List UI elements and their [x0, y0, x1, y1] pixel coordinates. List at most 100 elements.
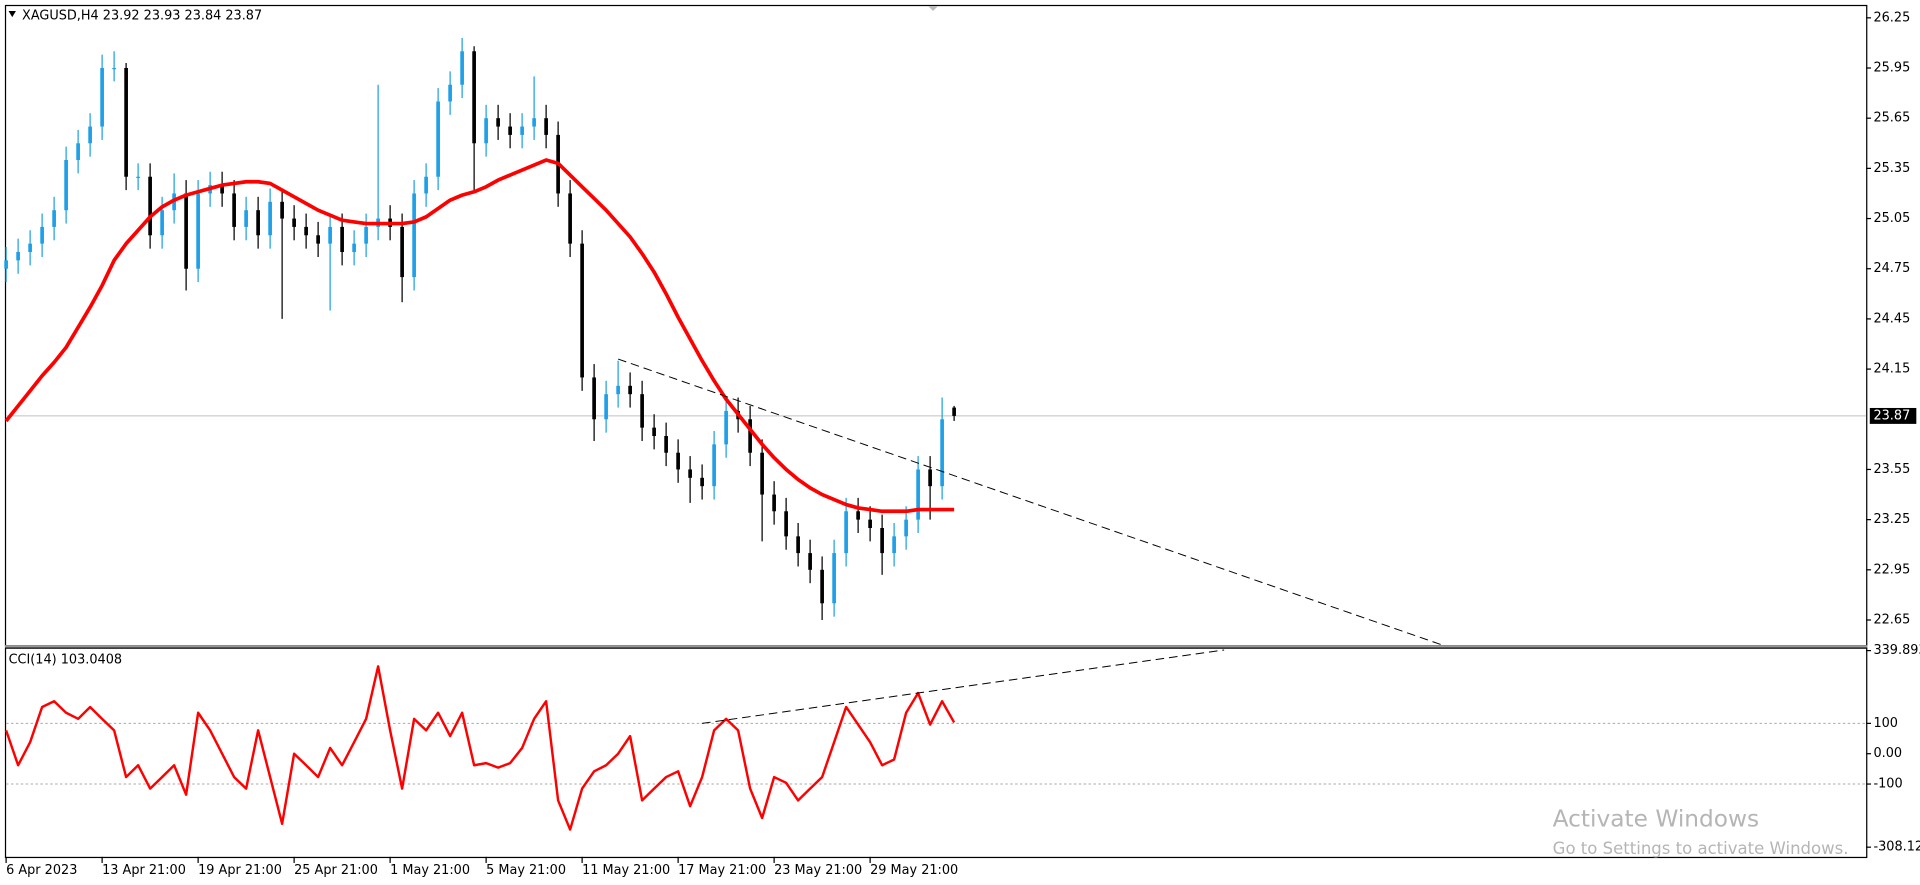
candle-body [916, 469, 920, 520]
candle-body [772, 494, 776, 512]
y-tick-label: 25.05 [1873, 211, 1910, 226]
candle-body [136, 176, 140, 178]
indicator-title: CCI(14) 103.0408 [9, 652, 122, 667]
candle-body [688, 469, 692, 478]
x-tick-label: 5 May 21:00 [486, 863, 566, 878]
candle-body [340, 226, 344, 253]
candle-body [304, 226, 308, 236]
candle-body [808, 553, 812, 570]
candle-body [460, 51, 464, 85]
candle-body [892, 536, 896, 554]
candle-body [268, 201, 272, 236]
candle-body [448, 84, 452, 102]
candle-body [244, 210, 248, 227]
candle-body [700, 477, 704, 487]
candle-body [676, 452, 680, 470]
candle-body [436, 101, 440, 177]
x-tick-label: 11 May 21:00 [582, 863, 670, 878]
candle-body [496, 118, 500, 127]
y-tick-label: 24.75 [1873, 261, 1910, 276]
candle-body [316, 235, 320, 244]
candle-body [592, 377, 596, 420]
candle-body [760, 452, 764, 495]
candle-body [76, 143, 80, 161]
candle-body [832, 553, 836, 604]
candle-body [4, 260, 8, 269]
candle-body [484, 118, 488, 144]
candle-body [844, 511, 848, 554]
candle-body [148, 176, 152, 236]
candle-body [940, 419, 944, 487]
candle-body [256, 210, 260, 236]
candle-body [232, 193, 236, 227]
candle-body [628, 385, 632, 395]
x-tick-label: 13 Apr 21:00 [102, 863, 186, 878]
candle-body [112, 68, 116, 70]
candle-body [904, 519, 908, 537]
shift-marker [928, 6, 938, 12]
y-tick-label: 25.35 [1873, 161, 1910, 176]
candle-body [784, 511, 788, 537]
candle-body [160, 210, 164, 236]
candle-body [280, 201, 284, 219]
last-price-label: 23.87 [1873, 408, 1910, 423]
candle-body [724, 410, 728, 445]
candle-body [40, 226, 44, 244]
x-tick-label: 25 Apr 21:00 [294, 863, 378, 878]
y-tick-label: 100 [1873, 716, 1898, 731]
y-tick-label: 339.893 [1873, 643, 1920, 658]
candle-body [196, 193, 200, 269]
candle-body [472, 51, 476, 144]
x-tick-label: 23 May 21:00 [774, 863, 862, 878]
candle-body [64, 160, 68, 211]
x-tick-label: 6 Apr 2023 [6, 863, 77, 878]
y-tick-label: 24.15 [1873, 362, 1910, 377]
x-tick-label: 1 May 21:00 [390, 863, 470, 878]
candle-body [544, 118, 548, 135]
candle-body [88, 126, 92, 144]
chart-title: XAGUSD,H4 23.92 23.93 23.84 23.87 [22, 8, 262, 23]
y-tick-label: -100 [1873, 777, 1902, 792]
x-tick-label: 17 May 21:00 [678, 863, 766, 878]
candle-body [424, 176, 428, 194]
candle-body [28, 243, 32, 253]
candle-body [796, 536, 800, 554]
candle-body [748, 419, 752, 453]
candle-body [712, 444, 716, 487]
candle-body [640, 394, 644, 428]
candle-body [124, 68, 128, 177]
candle-body [568, 193, 572, 244]
y-tick-label: 23.25 [1873, 512, 1910, 527]
menu-triangle[interactable] [8, 11, 16, 18]
indicator-line [4, 665, 956, 831]
candle-body [292, 218, 296, 227]
y-tick-label: 22.65 [1873, 612, 1910, 627]
y-tick-label: 22.95 [1873, 562, 1910, 577]
candle-body [52, 210, 56, 227]
candle-body [412, 193, 416, 278]
candle-body [604, 394, 608, 420]
candle-body [952, 407, 956, 416]
trend-line [702, 649, 1225, 724]
last-price-box [1869, 407, 1917, 424]
watermark-title: Activate Windows [1553, 806, 1760, 833]
watermark-subtitle: Go to Settings to activate Windows. [1553, 839, 1849, 858]
y-tick-label: 23.55 [1873, 462, 1910, 477]
x-tick-label: 19 Apr 21:00 [198, 863, 282, 878]
moving-average [4, 158, 955, 514]
candle-body [928, 469, 932, 487]
candle-body [364, 226, 368, 244]
y-tick-label: 25.65 [1873, 111, 1910, 126]
candle-body [184, 193, 188, 269]
y-tick-label: 24.45 [1873, 311, 1910, 326]
candle-body [400, 226, 404, 278]
candle-body [820, 569, 824, 604]
y-tick-label: 25.95 [1873, 61, 1910, 76]
candle-body [652, 427, 656, 436]
candle-body [868, 519, 872, 528]
candle-body [664, 435, 668, 453]
candle-body [100, 68, 104, 127]
